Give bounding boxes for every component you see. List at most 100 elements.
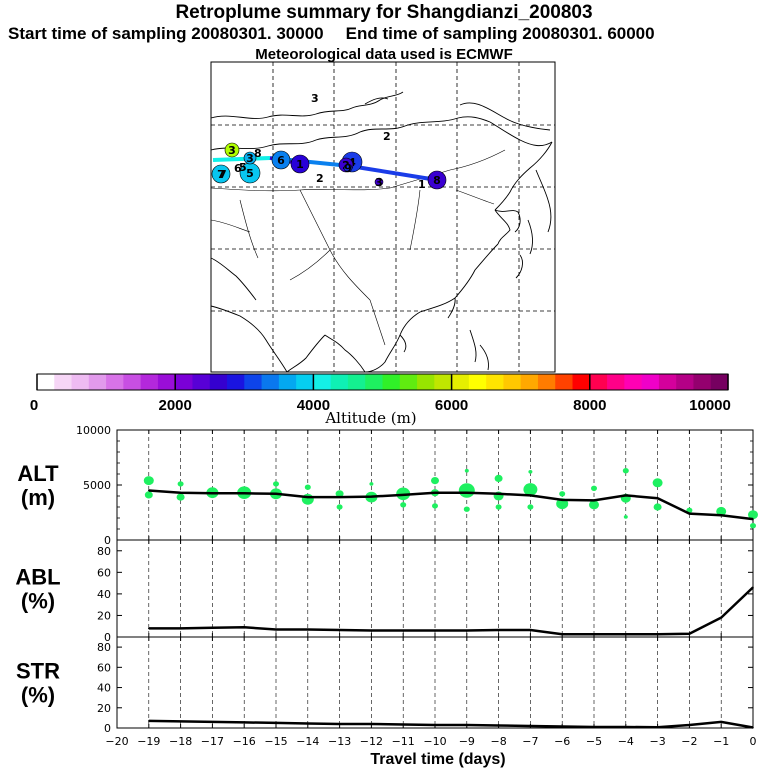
- series-line: [148, 719, 754, 729]
- colorbar-swatch: [261, 374, 280, 390]
- x-tick-label: 0: [750, 735, 757, 748]
- colorbar-swatch: [555, 374, 574, 390]
- data-point: [148, 489, 150, 492]
- marker-circle: [290, 154, 310, 174]
- colorbar-swatch: [676, 374, 695, 390]
- met-data-label: Meteorological data used is ECMWF: [255, 46, 513, 63]
- data-point: [179, 491, 182, 494]
- y-tick-label: 10000: [76, 424, 111, 437]
- data-point: [243, 626, 245, 629]
- trajectory-marker: 3: [224, 142, 240, 158]
- colorbar-swatch: [209, 374, 228, 390]
- scatter-point: [431, 477, 439, 485]
- colorbar-swatch: [503, 374, 522, 390]
- data-point: [275, 493, 277, 495]
- data-point: [529, 494, 532, 497]
- marker-label: 8: [433, 174, 441, 187]
- colorbar-swatch: [54, 374, 73, 390]
- marker-label: 3: [228, 144, 236, 157]
- colorbar-swatch: [278, 374, 297, 390]
- marker-label: 3: [246, 152, 254, 165]
- y-tick-label: 60: [97, 661, 111, 674]
- marker-circle: [343, 163, 353, 173]
- path-segment: [212, 156, 271, 162]
- scatter-point: [653, 503, 662, 511]
- x-tick-label: −4: [618, 735, 634, 748]
- y-tick-label: 5000: [83, 479, 111, 492]
- trajectory-marker: 7: [211, 164, 231, 184]
- marker-circle: [224, 142, 240, 158]
- x-tick-label: −12: [360, 735, 383, 748]
- data-point: [752, 726, 754, 729]
- x-axis-label: Travel time (days): [370, 751, 505, 768]
- map-frame: [210, 61, 556, 373]
- colorbar-swatch: [140, 374, 159, 390]
- marker-label: 7: [217, 168, 225, 181]
- page-title: Retroplume summary for Shangdianzi_20080…: [175, 2, 593, 23]
- colorbar-swatch: [589, 374, 608, 390]
- colorbar-swatch: [88, 374, 107, 390]
- scatter-point: [494, 474, 503, 482]
- marker-circle: [271, 150, 291, 170]
- path-label: 8: [254, 147, 262, 160]
- data-point: [466, 491, 468, 494]
- marker-label: 5: [246, 167, 254, 180]
- panel-alt: 10000 5000 0 ALT(m): [17, 424, 758, 547]
- scatter-point: [495, 504, 502, 510]
- data-point: [529, 629, 532, 631]
- colorbar-swatch: [451, 374, 470, 390]
- x-tick-label: −19: [137, 735, 160, 748]
- data-point: [434, 629, 436, 632]
- colorbar-swatch: [572, 374, 591, 390]
- data-point: [275, 722, 277, 724]
- data-point: [307, 722, 309, 725]
- marker-circle: [427, 170, 447, 190]
- data-point: [338, 723, 341, 725]
- colorbar-swatch: [537, 374, 556, 390]
- scatter-point: [523, 483, 538, 496]
- panel-label-unit: (m): [21, 485, 55, 510]
- data-point: [402, 494, 405, 496]
- scatter-point: [464, 468, 469, 473]
- scatter-point: [748, 510, 758, 520]
- scatter-point: [400, 502, 407, 508]
- y-tick-label: 0: [104, 631, 111, 644]
- y-tick-label: 20: [97, 609, 111, 622]
- data-point: [307, 628, 309, 631]
- colorbar-swatch: [296, 374, 315, 390]
- x-tick-label: −2: [681, 735, 697, 748]
- marker-circle: [211, 164, 231, 184]
- colorbar-label: Altitude (m): [324, 409, 416, 427]
- data-point: [688, 512, 691, 515]
- map-graticule: [211, 62, 555, 372]
- colorbar-tick-label: 10000: [689, 397, 731, 414]
- marker-label: 6: [277, 154, 285, 167]
- data-point: [211, 492, 214, 495]
- scatter-point: [463, 506, 470, 512]
- colorbar-swatch: [123, 374, 142, 390]
- x-tick-label: −13: [328, 735, 351, 748]
- scatter-point: [336, 504, 343, 510]
- colorbar-swatch: [313, 374, 332, 390]
- data-point: [625, 494, 627, 497]
- data-point: [593, 726, 595, 728]
- colorbar-swatch: [347, 374, 366, 390]
- marker-label: 9: [344, 162, 352, 175]
- scatter-point: [750, 523, 756, 529]
- scatter-point: [177, 481, 184, 487]
- data-point: [370, 723, 373, 725]
- colorbar-swatch: [693, 374, 712, 390]
- trajectory-marker: 9: [343, 162, 353, 175]
- series-line: [148, 586, 754, 636]
- colorbar-swatch: [417, 374, 435, 390]
- scatter-point: [176, 493, 185, 501]
- data-point: [275, 628, 277, 631]
- start-time-label: Start time of sampling 20080301. 30000: [8, 24, 324, 43]
- scatter-point: [559, 491, 566, 497]
- x-tick-label: −5: [586, 735, 602, 748]
- data-point: [466, 724, 468, 726]
- scatter-point: [589, 500, 599, 510]
- panel-label-name: STR: [16, 659, 60, 684]
